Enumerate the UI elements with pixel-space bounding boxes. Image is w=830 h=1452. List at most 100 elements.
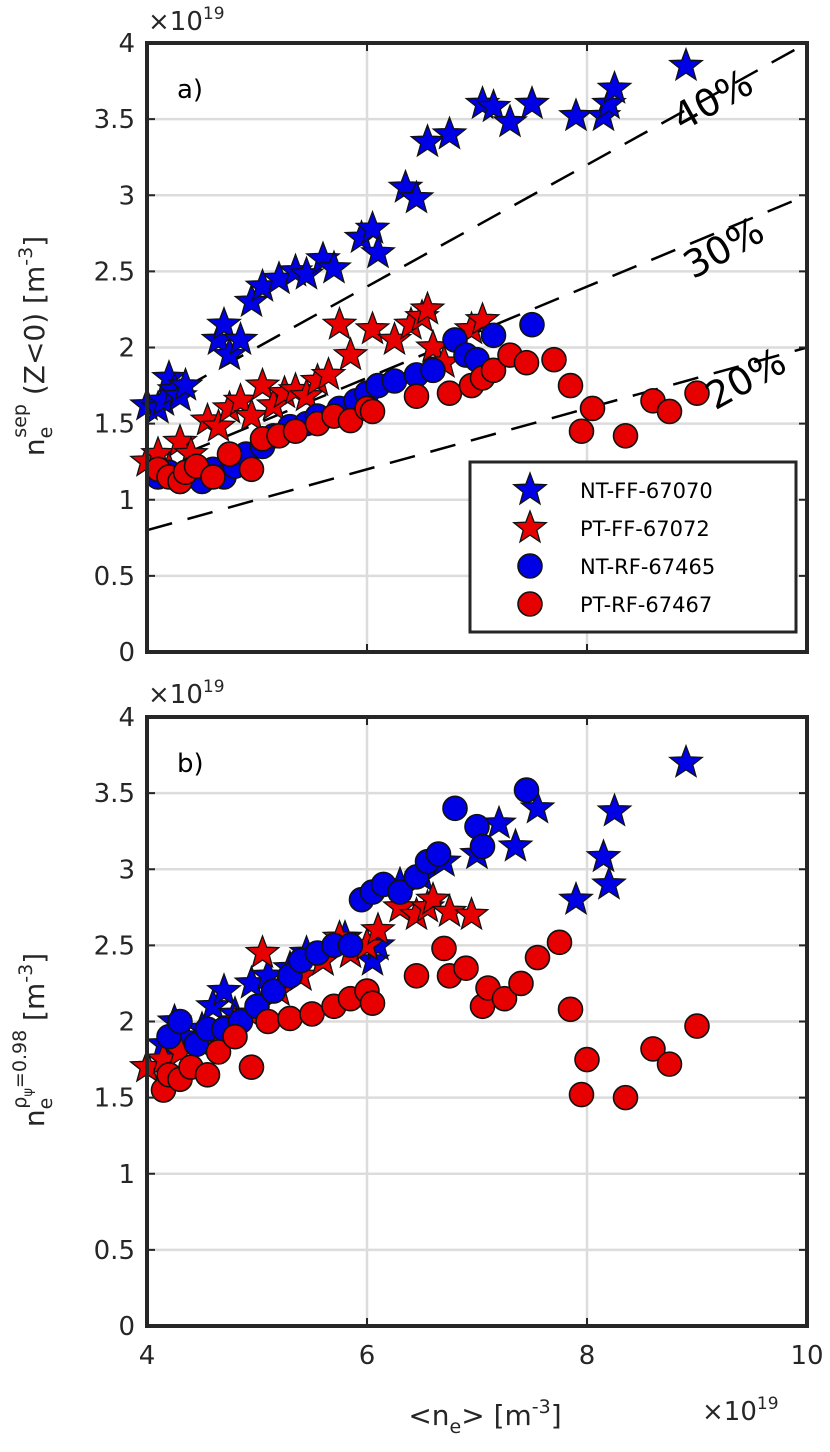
panel-a-y-multiplier: ×1019: [148, 4, 225, 37]
data-point-circle: [194, 1061, 221, 1088]
panel-b-y-tick-label: 3: [118, 855, 135, 885]
data-point-circle: [491, 985, 518, 1012]
data-point-circle: [513, 777, 540, 803]
panel-b-y-tick-label: 2: [118, 1008, 135, 1038]
x-axis-label: <ne> [m-3]: [408, 1396, 561, 1438]
data-point-circle: [359, 398, 386, 425]
panel-a-y-tick-label: 2.5: [94, 257, 135, 287]
panel-a-y-tick-label: 1: [118, 486, 135, 516]
panel-b-y-tick-label: 1.5: [94, 1084, 135, 1114]
data-point-star: [431, 115, 468, 150]
data-point-circle: [260, 978, 287, 1004]
data-point-circle: [167, 1008, 193, 1035]
data-point-circle: [359, 990, 386, 1017]
panel-b-y-tick-label: 0: [118, 1312, 135, 1342]
data-point-star: [668, 743, 704, 778]
data-point-star: [398, 179, 435, 214]
data-point-star: [481, 804, 517, 839]
data-point-circle: [612, 423, 639, 449]
data-point-circle: [684, 380, 710, 406]
panel-b-y-multiplier: ×1019: [148, 677, 225, 710]
data-point-circle: [684, 1013, 710, 1039]
data-point-circle: [299, 1001, 325, 1027]
data-point-circle: [436, 380, 463, 406]
data-point-star: [332, 336, 369, 371]
panel-a-y-tick-label: 0: [118, 638, 135, 668]
legend-marker-star: [512, 509, 548, 544]
data-point-circle: [513, 349, 540, 376]
legend-marker-star: [512, 471, 548, 506]
panel-b-y-tick-label: 1: [118, 1160, 135, 1190]
data-point-star: [206, 972, 242, 1007]
panel-a-y-tick-label: 3: [118, 181, 135, 211]
panel-a: 00.511.522.533.54a) 40%30%20%NT-FF-67070P…: [94, 29, 809, 668]
data-point-circle: [480, 322, 507, 349]
panel-b: 4 6 8 10 0 0.5 1 1.5 2 2.5 3 3.5 4 b): [94, 703, 824, 1371]
legend-label: NT-RF-67465: [580, 555, 715, 579]
legend-label: NT-FF-67070: [580, 479, 713, 503]
data-point-star: [233, 282, 270, 318]
data-point-circle: [216, 441, 243, 467]
panel-b-series-pt-rf-67467: [150, 929, 710, 1111]
panel-a-series-pt-ff-67072: [129, 290, 501, 485]
data-point-circle: [612, 1084, 639, 1111]
data-point-circle: [200, 464, 226, 490]
data-point-star: [453, 896, 490, 931]
data-point-star: [585, 838, 622, 873]
data-point-star: [200, 407, 237, 442]
data-point-circle: [425, 841, 452, 867]
panel-a-y-tick-label: 1.5: [94, 410, 135, 440]
data-point-circle: [442, 795, 468, 822]
data-point-star: [233, 397, 270, 432]
data-point-circle: [381, 368, 408, 394]
data-point-star: [354, 310, 391, 345]
panel-b-x-tick-label: 6: [359, 1341, 376, 1371]
panel-b-tag: b): [177, 749, 204, 779]
data-point-star: [591, 865, 627, 900]
panel-a-y-tick-label: 2: [118, 334, 135, 364]
data-point-star: [558, 880, 594, 916]
panel-b-y-tick-label: 4: [118, 703, 135, 733]
data-point-circle: [205, 1039, 232, 1065]
data-point-circle: [255, 1008, 281, 1035]
data-point-circle: [282, 418, 309, 445]
data-point-star: [596, 792, 633, 827]
panel-a-tag: a): [177, 75, 203, 105]
legend-marker-circle: [517, 591, 543, 617]
data-point-star: [316, 249, 352, 284]
x-multiplier: ×1019: [702, 1394, 779, 1427]
data-point-circle: [568, 1081, 595, 1108]
data-point-star: [514, 85, 550, 120]
data-point-circle: [277, 1005, 303, 1032]
data-point-circle: [546, 929, 573, 956]
data-point-star: [321, 305, 358, 340]
panel-b-x-tick-label: 8: [579, 1341, 596, 1371]
data-point-circle: [508, 970, 534, 997]
data-point-circle: [519, 311, 545, 338]
legend-marker-circle: [517, 553, 543, 579]
data-point-circle: [431, 935, 457, 962]
data-point-circle: [557, 372, 584, 399]
data-point-star: [360, 911, 396, 946]
data-point-circle: [656, 398, 683, 425]
data-point-star: [475, 88, 512, 123]
data-point-star: [409, 123, 446, 158]
panel-a-y-tick-label: 0.5: [94, 562, 135, 592]
data-point-star: [167, 366, 204, 401]
data-point-star: [222, 321, 259, 356]
panel-b-x-tick-label: 4: [139, 1341, 156, 1371]
panel-a-ref-line: [146, 346, 808, 532]
panel-a-y-tick-label: 3.5: [94, 105, 135, 135]
data-point-circle: [238, 1054, 265, 1080]
data-point-circle: [403, 383, 430, 410]
data-point-star: [431, 893, 468, 928]
data-point-star: [288, 377, 325, 412]
data-point-circle: [337, 932, 364, 959]
data-point-star: [211, 336, 248, 371]
data-point-star: [206, 305, 242, 340]
data-point-circle: [524, 944, 551, 971]
panel-a-y-tick-label: 4: [118, 29, 135, 59]
panel-b-x-tick-label: 10: [790, 1341, 823, 1371]
